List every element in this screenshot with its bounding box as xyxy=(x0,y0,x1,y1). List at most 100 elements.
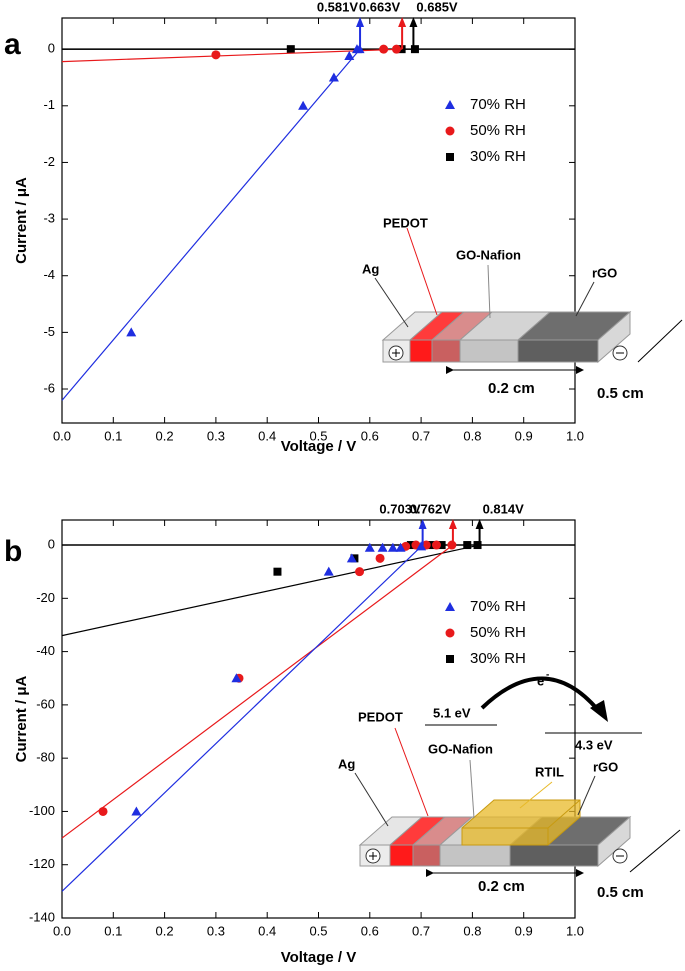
marker xyxy=(98,806,108,816)
marker xyxy=(323,566,334,576)
onset-label: 0.685V xyxy=(416,0,458,14)
dimension: 0.5 cm xyxy=(597,884,644,901)
marker xyxy=(395,542,406,552)
x-tick-label: 0.6 xyxy=(361,923,379,938)
energy-level: 5.1 eV xyxy=(433,705,471,720)
x-tick-label: 0.1 xyxy=(104,923,122,938)
y-tick-label: -120 xyxy=(29,856,55,871)
legend-marker xyxy=(446,655,454,663)
marker xyxy=(387,542,398,552)
device-inset: PEDOT GO-Nafion Ag RTIL rGO 5.1 eV 4.3 e… xyxy=(338,670,681,901)
marker xyxy=(379,44,389,54)
x-tick-label: 0.7 xyxy=(412,428,430,443)
label: rGO xyxy=(593,759,618,774)
label: GO-Nafion xyxy=(456,247,521,262)
y-tick-label: -20 xyxy=(36,590,55,605)
x-axis-label: Voltage / V xyxy=(281,438,357,455)
label: GO-Nafion xyxy=(428,741,493,756)
x-tick-label: 0.5 xyxy=(309,923,327,938)
marker xyxy=(431,540,441,550)
marker xyxy=(447,540,457,550)
legend-marker xyxy=(445,602,455,611)
marker xyxy=(391,44,401,54)
electron: e xyxy=(537,673,544,688)
onset-arrowhead xyxy=(448,519,457,529)
x-tick-label: 0.2 xyxy=(156,428,174,443)
fit-line xyxy=(61,48,361,401)
panel-label: b xyxy=(4,535,22,568)
marker xyxy=(377,542,388,552)
y-tick-label: -4 xyxy=(43,267,55,282)
legend-marker xyxy=(446,153,454,161)
x-tick-label: 0.1 xyxy=(104,428,122,443)
marker xyxy=(473,541,482,550)
dimension: 0.5 cm xyxy=(597,385,644,402)
onset-label: 0.703V xyxy=(379,501,421,516)
y-tick-label: 0 xyxy=(48,41,55,56)
onset-arrowhead xyxy=(398,17,407,27)
marker xyxy=(231,673,242,683)
fit-line xyxy=(61,544,454,839)
legend-label: 50% RH xyxy=(470,122,526,139)
dimension: 0.2 cm xyxy=(488,380,535,397)
x-tick-label: 1.0 xyxy=(566,428,584,443)
legend-label: 50% RH xyxy=(470,624,526,641)
legend-label: 70% RH xyxy=(470,598,526,615)
marker xyxy=(416,541,427,551)
label: RTIL xyxy=(535,764,564,779)
onset-label: 0.762V xyxy=(410,501,452,516)
x-tick-label: 0.3 xyxy=(207,923,225,938)
energy-level: 4.3 eV xyxy=(575,737,613,752)
label: PEDOT xyxy=(358,709,403,724)
x-axis-label: Voltage / V xyxy=(281,949,357,966)
marker xyxy=(131,806,142,816)
marker xyxy=(126,327,137,337)
legend-label: 30% RH xyxy=(470,148,526,165)
legend-label: 30% RH xyxy=(470,650,526,667)
legend-marker xyxy=(445,126,455,136)
marker xyxy=(410,45,419,54)
y-tick-label: -3 xyxy=(43,211,55,226)
legend-marker xyxy=(445,100,455,109)
x-tick-label: 0.8 xyxy=(463,923,481,938)
x-tick-label: 0.4 xyxy=(258,428,276,443)
dimension: 0.2 cm xyxy=(478,878,525,895)
marker xyxy=(211,50,221,60)
onset-arrowhead xyxy=(418,519,427,529)
x-tick-label: 0.0 xyxy=(53,923,71,938)
marker xyxy=(355,567,365,577)
fit-line xyxy=(61,544,480,637)
plots: a 0.0 0.1 0.2 0.3 0.4 0.5 0.6 0.7 0.8 0.9 1.0 0 -1 -2 -… xyxy=(4,0,584,966)
x-tick-label: 0.5 xyxy=(309,428,327,443)
panel-label: a xyxy=(4,28,21,61)
label: Ag xyxy=(362,261,379,276)
y-tick-label: -2 xyxy=(43,154,55,169)
marker xyxy=(437,541,446,550)
y-tick-label: -5 xyxy=(43,324,55,339)
electron-charge: - xyxy=(546,670,549,681)
x-tick-label: 0.9 xyxy=(515,923,533,938)
onset-label: 0.581V xyxy=(317,0,359,14)
y-axis-label: Current / μA xyxy=(13,177,30,264)
fit-line xyxy=(61,544,424,892)
marker xyxy=(346,553,357,563)
marker xyxy=(328,72,339,82)
x-tick-label: 0.8 xyxy=(463,428,481,443)
y-tick-label: -100 xyxy=(29,803,55,818)
y-tick-label: -140 xyxy=(29,909,55,924)
x-tick-label: 0.7 xyxy=(412,923,430,938)
x-tick-label: 0.3 xyxy=(207,428,225,443)
y-tick-label: -6 xyxy=(43,380,55,395)
marker xyxy=(354,44,365,54)
device-inset: PEDOT GO-Nafion Ag rGO 0.2 cm 0.5 cm xyxy=(362,215,683,402)
x-tick-label: 0.4 xyxy=(258,923,276,938)
y-tick-label: -1 xyxy=(43,97,55,112)
label: PEDOT xyxy=(383,215,428,230)
onset-arrowhead xyxy=(475,519,484,529)
y-tick-label: -40 xyxy=(36,643,55,658)
y-tick-label: -60 xyxy=(36,696,55,711)
label: Ag xyxy=(338,756,355,771)
x-tick-label: 0.9 xyxy=(515,428,533,443)
onset-label: 0.663V xyxy=(359,0,401,14)
